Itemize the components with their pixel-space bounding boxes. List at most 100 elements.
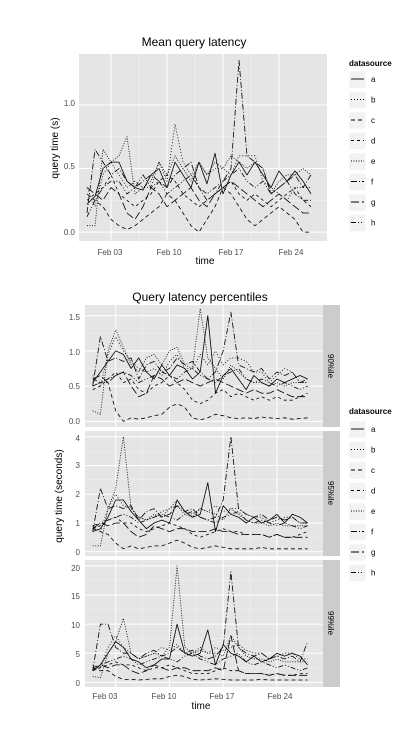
y-tick-labels: 0.0 0.5 1.0 — [64, 99, 76, 237]
series-line-f — [86, 60, 312, 214]
y-tick-label: 15 — [71, 592, 80, 601]
legend-label-d: d — [371, 487, 375, 496]
y-tick-label: 20 — [71, 564, 80, 573]
facet-strip-label: 95%ile — [326, 481, 335, 506]
legend-key-bg — [348, 111, 367, 130]
series-line-h — [92, 511, 308, 530]
y-tick-label: 0.5 — [69, 382, 81, 391]
plot-panel — [85, 431, 323, 556]
x-tick-labels: Feb 03 Feb 10 Feb 17 Feb 24 — [93, 692, 293, 701]
legend-key-bg — [348, 420, 367, 439]
series-line-a — [92, 623, 308, 672]
legend-key-bg — [348, 543, 367, 562]
legend-key-bg — [348, 152, 367, 171]
legend-key-bg — [348, 91, 367, 109]
legend-label-e: e — [371, 507, 376, 516]
plot-panel — [85, 305, 323, 427]
series-line-g — [92, 522, 308, 538]
y-tick-labels: 0 5 10 15 20 — [71, 564, 80, 688]
legend-key-bg — [348, 70, 367, 89]
chart-query-latency-percentiles: Query latency percentiles 90%ile 0.0 0.5… — [54, 290, 392, 712]
x-tick-labels: Feb 03 Feb 10 Feb 17 Feb 24 — [98, 248, 304, 257]
y-tick-label: 2 — [76, 490, 81, 499]
series-line-h — [92, 368, 308, 391]
facet-panel-95: 95%ile 0 1 2 3 4 — [76, 431, 340, 557]
facet-strip — [323, 431, 340, 556]
legend-label-c: c — [371, 466, 375, 475]
legend-label-g: g — [371, 548, 375, 557]
y-axis-label: query time (seconds) — [54, 449, 65, 542]
x-tick-label: Feb 24 — [268, 692, 293, 701]
legend-title: datasource — [349, 59, 392, 68]
x-tick-label: Feb 03 — [93, 692, 118, 701]
legend-key-bg — [348, 441, 367, 459]
x-tick-label: Feb 17 — [210, 692, 235, 701]
y-tick-label: 0.0 — [64, 228, 76, 237]
y-tick-label: 3 — [76, 461, 81, 470]
facet-strip — [323, 560, 340, 687]
legend-label-f: f — [371, 178, 374, 187]
series-line-d — [92, 516, 308, 538]
grid-lines — [85, 305, 323, 427]
legend-entries: a b c d e f g h — [348, 420, 376, 582]
legend-key-bg — [348, 482, 367, 500]
series-lines — [92, 308, 308, 422]
series-line-g — [92, 371, 308, 398]
series-line-e — [92, 565, 308, 679]
y-tick-label: 4 — [76, 434, 81, 443]
series-lines — [86, 60, 312, 233]
legend-key-bg — [348, 523, 367, 541]
y-tick-label: 0.0 — [69, 417, 81, 426]
facet-panel-99: 99%ile 0 5 10 15 20 — [71, 560, 340, 688]
legend-label-a: a — [371, 75, 376, 84]
legend-label-h: h — [371, 569, 375, 578]
legend-title: datasource — [349, 407, 392, 416]
y-tick-labels: 0 1 2 3 4 — [76, 434, 81, 557]
legend-entries: a b c d e f g h — [348, 70, 376, 232]
facet-panel-90: 90%ile 0.0 0.5 1.0 1.5 — [69, 305, 340, 427]
x-tick-label: Feb 24 — [279, 248, 304, 257]
series-line-d — [92, 371, 308, 405]
y-tick-label: 1 — [76, 519, 81, 528]
legend-key-bg — [348, 564, 367, 582]
series-lines — [92, 436, 308, 550]
x-tick-label: Feb 17 — [219, 248, 244, 257]
series-line-g — [92, 635, 308, 676]
legend-label-e: e — [371, 157, 376, 166]
y-tick-label: 1.0 — [69, 348, 81, 357]
series-line-c — [92, 378, 308, 422]
chart-mean-query-latency: Mean query latency 0.0 0.5 1.0 Feb 03 Fe… — [50, 35, 392, 267]
y-tick-label: 1.0 — [64, 99, 76, 108]
legend-key-bg — [348, 502, 367, 521]
series-line-c — [86, 187, 311, 233]
series-line-f — [92, 571, 308, 671]
series-line-b — [92, 336, 308, 387]
grid-lines — [79, 54, 327, 241]
legend-label-b: b — [371, 446, 376, 455]
legend: datasource a b c d e f g h — [348, 59, 392, 232]
chart-title: Query latency percentiles — [132, 290, 267, 304]
series-line-d — [86, 174, 312, 208]
series-line-f — [92, 311, 308, 387]
chart-title: Mean query latency — [142, 35, 247, 49]
legend-label-d: d — [371, 137, 375, 146]
x-tick-label: Feb 03 — [98, 248, 123, 257]
series-line-c — [92, 528, 308, 550]
facet-strip-label: 90%ile — [326, 354, 335, 379]
y-tick-label: 0 — [76, 679, 81, 688]
legend-label-a: a — [371, 425, 376, 434]
series-line-f — [92, 436, 308, 532]
legend-key-bg — [348, 193, 367, 212]
x-axis-label: time — [196, 256, 215, 267]
y-tick-label: 0 — [76, 548, 81, 557]
grid-lines — [85, 431, 323, 556]
facet-strip-label: 99%ile — [326, 611, 335, 636]
legend-key-bg — [348, 461, 367, 480]
legend-label-g: g — [371, 198, 375, 207]
series-line-b — [92, 493, 308, 532]
series-line-c — [92, 667, 308, 681]
y-tick-label: 0.5 — [64, 162, 76, 171]
x-tick-label: Feb 10 — [152, 692, 177, 701]
